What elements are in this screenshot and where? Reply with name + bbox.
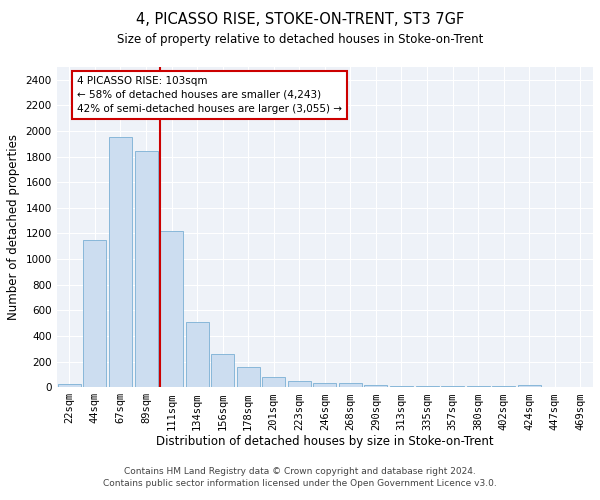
Bar xyxy=(518,385,541,387)
Y-axis label: Number of detached properties: Number of detached properties xyxy=(7,134,20,320)
Bar xyxy=(58,384,81,387)
Bar xyxy=(441,386,464,387)
X-axis label: Distribution of detached houses by size in Stoke-on-Trent: Distribution of detached houses by size … xyxy=(156,435,494,448)
Bar xyxy=(467,386,490,387)
Bar xyxy=(492,386,515,387)
Bar xyxy=(83,240,106,387)
Bar xyxy=(416,386,439,387)
Bar xyxy=(262,377,285,387)
Bar xyxy=(313,382,337,387)
Bar xyxy=(364,385,388,387)
Bar xyxy=(160,231,183,387)
Text: 4 PICASSO RISE: 103sqm
← 58% of detached houses are smaller (4,243)
42% of semi-: 4 PICASSO RISE: 103sqm ← 58% of detached… xyxy=(77,76,342,114)
Bar xyxy=(339,382,362,387)
Bar xyxy=(134,152,158,387)
Text: Size of property relative to detached houses in Stoke-on-Trent: Size of property relative to detached ho… xyxy=(117,32,483,46)
Bar xyxy=(211,354,234,387)
Bar xyxy=(288,380,311,387)
Bar xyxy=(185,322,209,387)
Bar xyxy=(109,138,132,387)
Bar xyxy=(237,368,260,387)
Bar xyxy=(390,386,413,387)
Text: Contains HM Land Registry data © Crown copyright and database right 2024.
Contai: Contains HM Land Registry data © Crown c… xyxy=(103,466,497,487)
Text: 4, PICASSO RISE, STOKE-ON-TRENT, ST3 7GF: 4, PICASSO RISE, STOKE-ON-TRENT, ST3 7GF xyxy=(136,12,464,28)
